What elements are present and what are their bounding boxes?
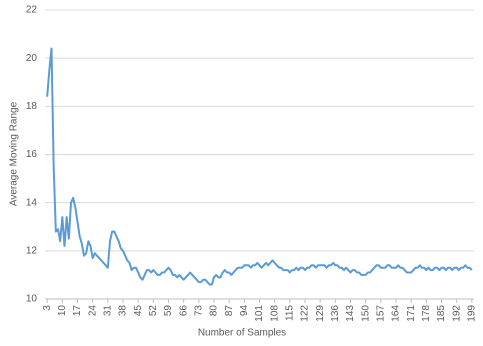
- x-tick-label: 129: [315, 305, 326, 322]
- x-tick-label: 80: [209, 305, 220, 317]
- x-tick-label: 108: [269, 305, 280, 322]
- x-tick-label: 94: [239, 305, 250, 317]
- y-tick-label: 14: [26, 197, 38, 208]
- x-tick-label: 59: [163, 305, 174, 317]
- x-tick-label: 17: [72, 305, 83, 317]
- x-tick-label: 150: [360, 305, 371, 322]
- x-tick-label: 10: [57, 305, 68, 317]
- x-tick-label: 101: [254, 305, 265, 322]
- y-tick-label: 20: [26, 53, 38, 64]
- x-tick-label: 136: [330, 305, 341, 322]
- y-tick-label: 18: [26, 101, 38, 112]
- x-tick-label: 143: [345, 305, 356, 322]
- x-tick-label: 192: [451, 305, 462, 322]
- x-tick-label: 122: [300, 305, 311, 322]
- x-tick-label: 115: [284, 305, 295, 321]
- x-tick-label: 52: [148, 305, 159, 317]
- y-tick-label: 10: [26, 294, 38, 305]
- x-tick-label: 199: [466, 305, 477, 322]
- x-axis-label: Number of Samples: [198, 328, 286, 339]
- x-tick-label: 157: [375, 305, 386, 322]
- x-tick-label: 66: [178, 305, 189, 317]
- data-line: [46, 47, 473, 286]
- x-tick-label: 185: [436, 305, 447, 322]
- x-tick-label: 178: [421, 305, 432, 322]
- x-tick-label: 38: [118, 305, 129, 317]
- x-tick-label: 31: [102, 305, 113, 317]
- y-axis-label: Average Moving Range: [9, 101, 20, 206]
- x-tick-label: 24: [87, 305, 98, 317]
- x-tick-label: 171: [406, 305, 417, 322]
- y-tick-label: 12: [26, 245, 38, 256]
- x-tick-label: 3: [42, 305, 53, 311]
- y-tick-label: 16: [26, 149, 38, 160]
- x-tick-label: 45: [133, 305, 144, 317]
- y-tick-label: 22: [26, 5, 38, 16]
- x-tick-label: 87: [224, 305, 235, 317]
- x-tick-label: 164: [391, 305, 402, 322]
- x-tick-label: 73: [193, 305, 204, 317]
